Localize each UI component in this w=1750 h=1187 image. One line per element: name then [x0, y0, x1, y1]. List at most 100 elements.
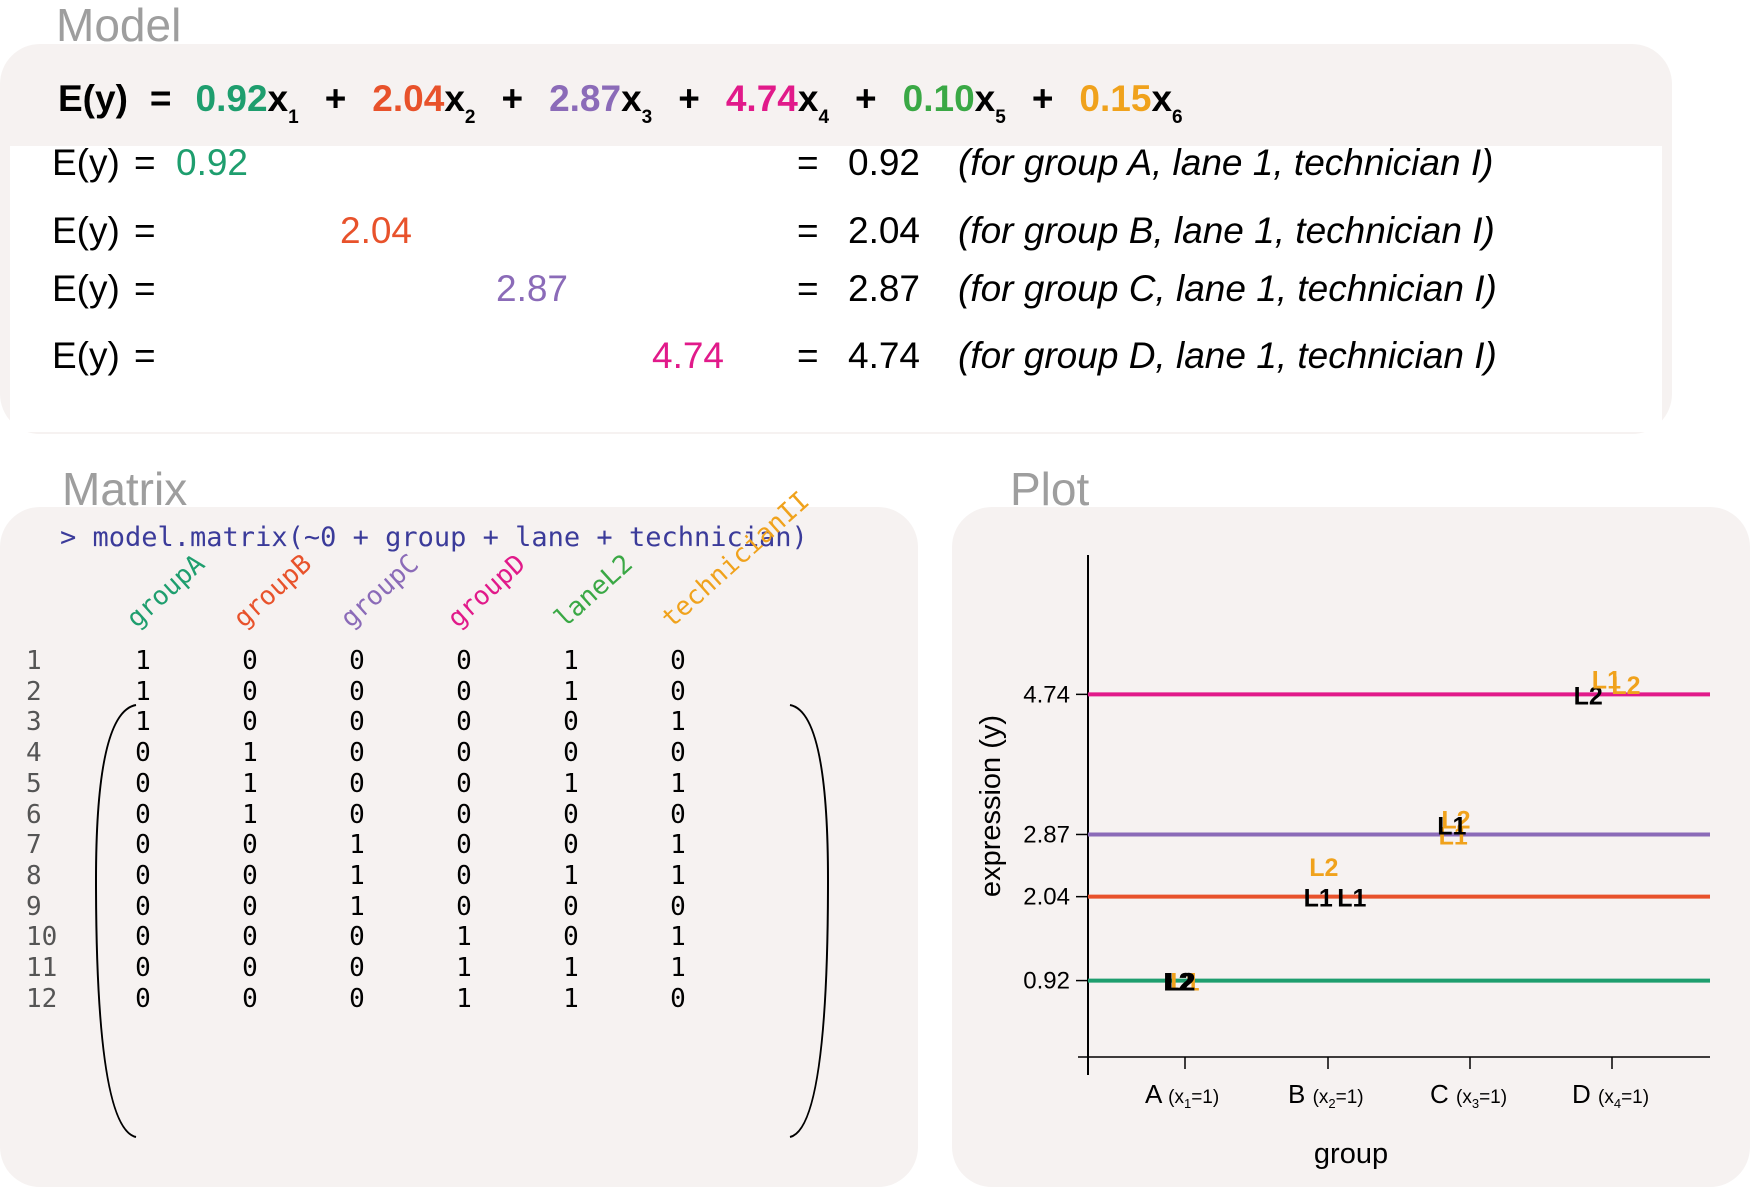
- matrix-row-label: 7: [26, 830, 42, 861]
- matrix-row-label: 9: [26, 891, 42, 922]
- matrix-cell: 0: [670, 738, 686, 769]
- row-note: (for group D, lane 1, technician I): [958, 335, 1497, 376]
- row-coefficient: 2.04: [340, 210, 413, 251]
- y-tick-label: 2.04: [1023, 884, 1070, 911]
- matrix-row-label: 10: [26, 922, 58, 953]
- matrix-cell: 0: [349, 799, 365, 830]
- matrix-section-title: Matrix: [62, 463, 188, 515]
- matrix-cell: 1: [670, 860, 686, 891]
- matrix-cell: 0: [135, 983, 151, 1014]
- matrix-cell: 0: [456, 860, 472, 891]
- sample-point-label: L1: [1439, 822, 1468, 850]
- sample-point-label: L1: [1170, 969, 1199, 997]
- matrix-row-label: 11: [26, 953, 58, 983]
- plot-section-title: Plot: [1010, 463, 1090, 515]
- sample-point-label: L2: [1441, 807, 1470, 835]
- matrix-cell: 0: [135, 830, 151, 861]
- matrix-cell: 0: [349, 707, 365, 738]
- x-axis-title: group: [1314, 1138, 1388, 1170]
- plus-sign: +: [1031, 78, 1054, 119]
- matrix-cell: 0: [242, 953, 258, 983]
- matrix-cell: 0: [456, 707, 472, 738]
- variable-subscript: 1: [288, 107, 299, 128]
- matrix-cell: 1: [563, 768, 579, 799]
- row-coefficient: 4.74: [652, 335, 725, 376]
- equals-sign: =: [149, 78, 172, 119]
- matrix-cell: 0: [670, 983, 686, 1014]
- matrix-cell: 0: [563, 707, 579, 738]
- variable-subscript: 5: [995, 107, 1006, 128]
- model-section-title: Model: [56, 0, 182, 51]
- matrix-cell: 0: [135, 860, 151, 891]
- matrix-cell: 1: [563, 953, 579, 983]
- equation-lhs: E(y): [58, 78, 128, 119]
- matrix-cell: 0: [242, 922, 258, 953]
- sample-point-label: L2: [1574, 682, 1603, 710]
- row-equals: =: [134, 268, 156, 309]
- row-equals-result: =: [797, 335, 819, 376]
- row-coefficient: 0.92: [176, 142, 249, 183]
- row-note: (for group A, lane 1, technician I): [958, 142, 1494, 183]
- matrix-cell: 1: [349, 891, 365, 922]
- row-equals-result: =: [797, 210, 819, 251]
- row-result: 2.87: [848, 268, 921, 309]
- matrix-cell: 0: [242, 676, 258, 707]
- matrix-cell: 1: [563, 860, 579, 891]
- matrix-cell: 0: [242, 860, 258, 891]
- sample-point-label: L2: [1163, 969, 1192, 997]
- matrix-cell: 0: [135, 922, 151, 953]
- matrix-cell: 1: [670, 768, 686, 799]
- plus-sign: +: [678, 78, 700, 119]
- plus-sign: +: [855, 78, 877, 119]
- row-equals-result: =: [797, 142, 819, 183]
- x-tick-label: D (x4=1): [1572, 1079, 1649, 1111]
- matrix-cell: 0: [456, 676, 472, 707]
- matrix-cell: 0: [456, 830, 472, 861]
- matrix-cell: 1: [563, 646, 579, 676]
- y-tick-label: 0.92: [1023, 968, 1070, 995]
- matrix-row-label: 3: [26, 707, 42, 738]
- x-tick-label: B (x2=1): [1288, 1079, 1364, 1111]
- matrix-panel: [0, 507, 918, 1187]
- matrix-cell: 0: [242, 830, 258, 861]
- matrix-row-label: 12: [26, 983, 58, 1014]
- matrix-cell: 1: [349, 830, 365, 861]
- matrix-cell: 1: [563, 676, 579, 707]
- plus-sign: +: [324, 78, 347, 119]
- row-result: 2.04: [848, 210, 921, 251]
- matrix-cell: 0: [349, 738, 365, 769]
- model-rows-area: [10, 146, 1662, 432]
- matrix-row-label: 5: [26, 768, 42, 799]
- matrix-cell: 1: [242, 799, 258, 830]
- row-result: 0.92: [848, 142, 921, 183]
- row-lhs: E(y): [52, 268, 120, 309]
- matrix-cell: 0: [242, 646, 258, 676]
- model-equation: E(y) = 0.92x1 +2.04x2 +2.87x3 +4.74x4 +0.10x5 +…: [58, 78, 1183, 129]
- matrix-cell: 1: [563, 983, 579, 1014]
- matrix-cell: 0: [242, 891, 258, 922]
- row-equals: =: [134, 142, 156, 183]
- matrix-cell: 0: [456, 646, 472, 676]
- row-equals: =: [134, 335, 156, 376]
- model-matrix-command: > model.matrix(~0 + group + lane + techn…: [60, 522, 808, 553]
- matrix-cell: 1: [349, 860, 365, 891]
- plus-sign: +: [501, 78, 524, 119]
- matrix-row-label: 2: [26, 676, 42, 707]
- row-coefficient: 2.87: [496, 268, 569, 309]
- variable-subscript: 4: [818, 107, 830, 128]
- matrix-cell: 0: [456, 891, 472, 922]
- variable-subscript: 3: [641, 107, 653, 128]
- matrix-cell: 0: [349, 983, 365, 1014]
- matrix-row-label: 6: [26, 799, 42, 830]
- model-panel: [0, 44, 1672, 434]
- matrix-cell: 1: [456, 953, 472, 983]
- matrix-cell: 0: [349, 646, 365, 676]
- row-lhs: E(y): [52, 210, 120, 251]
- matrix-cell: 0: [670, 646, 686, 676]
- matrix-cell: 0: [670, 676, 686, 707]
- matrix-cell: 1: [242, 768, 258, 799]
- row-equals-result: =: [797, 268, 819, 309]
- variable-subscript: 6: [1172, 107, 1183, 128]
- sample-point-label: L1: [1592, 667, 1621, 695]
